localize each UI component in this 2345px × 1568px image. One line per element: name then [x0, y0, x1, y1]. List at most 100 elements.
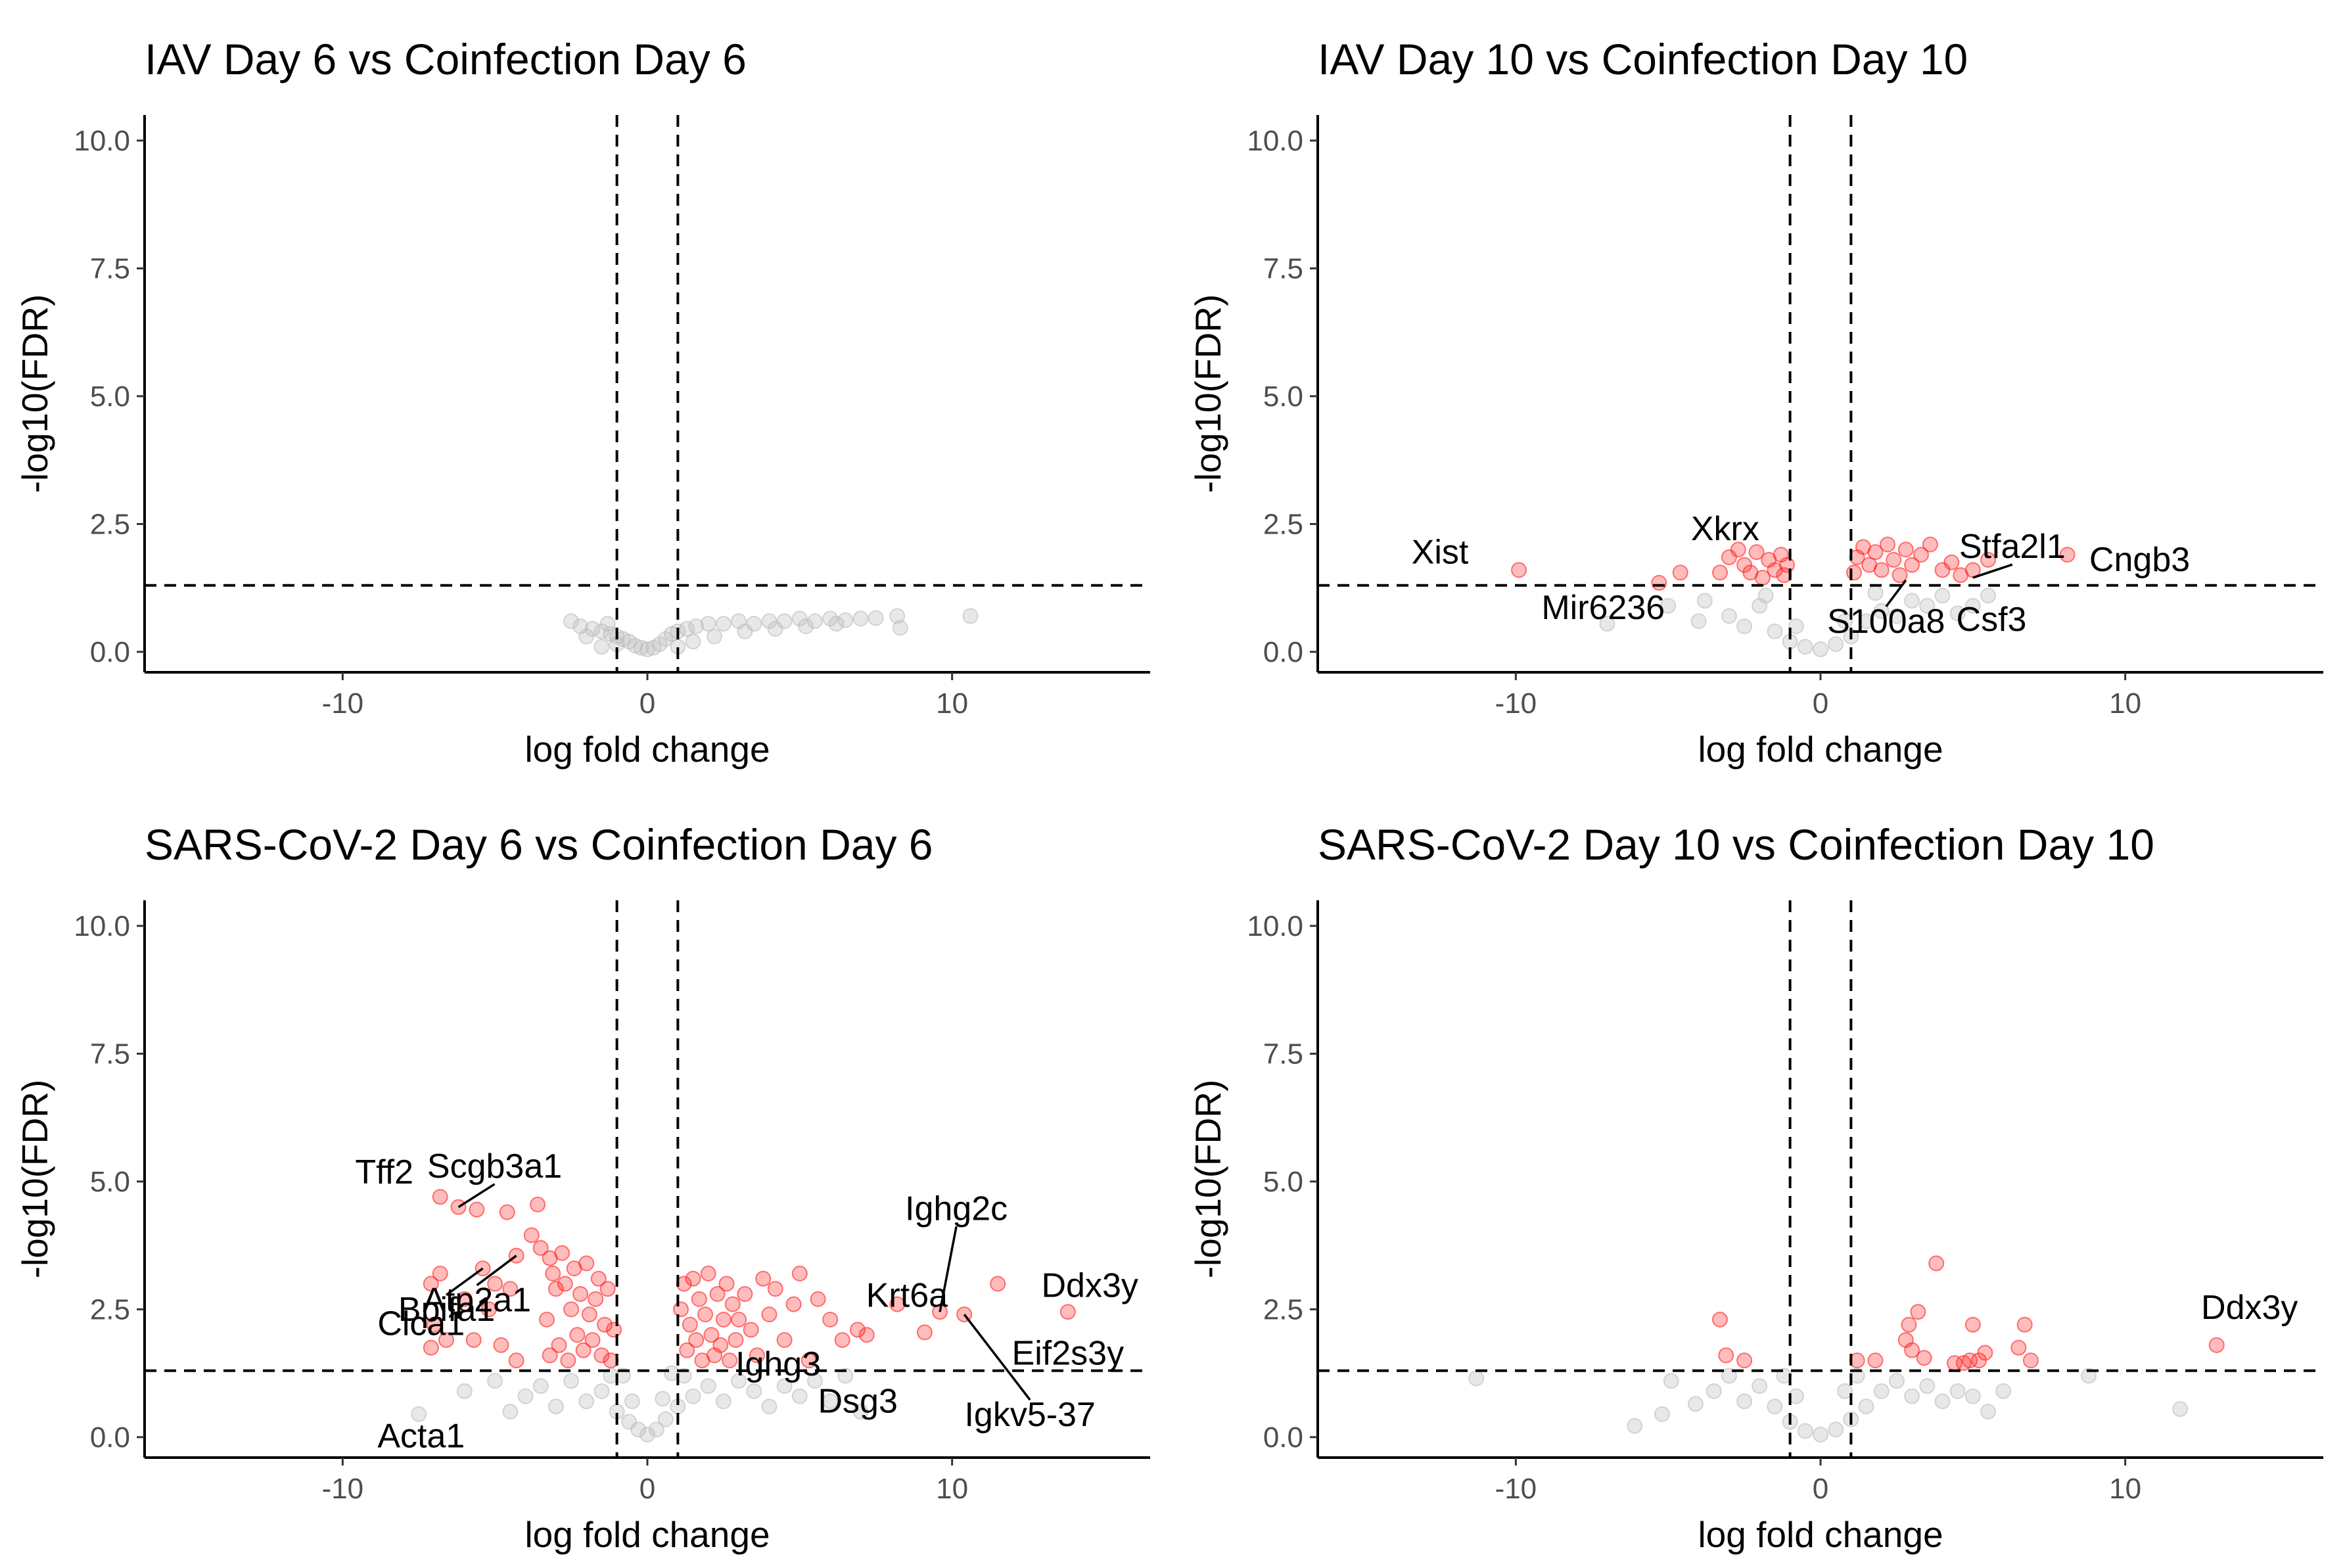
- nonsignificant-point: [593, 639, 610, 655]
- y-tick-label: 10.0: [1247, 125, 1303, 157]
- significant-point: [2010, 1339, 2027, 1356]
- x-tick-label: 10: [2109, 687, 2141, 720]
- significant-point: [785, 1296, 802, 1312]
- nonsignificant-point: [1687, 1396, 1704, 1412]
- nonsignificant-point: [1752, 1378, 1768, 1395]
- significant-point: [761, 1306, 778, 1323]
- y-axis-title: -log10(FDR): [1188, 1080, 1228, 1279]
- significant-point: [1712, 565, 1728, 581]
- nonsignificant-point: [1797, 1423, 1813, 1439]
- significant-point: [532, 1240, 549, 1257]
- significant-point: [599, 1281, 616, 1297]
- y-tick-label: 5.0: [1263, 380, 1303, 413]
- nonsignificant-point: [852, 1403, 869, 1419]
- significant-point: [1672, 565, 1688, 581]
- volcano-panel-3: SARS-CoV-2 Day 6 vs Coinfection Day 6 0.0…: [14, 820, 1150, 1555]
- significant-point: [990, 1276, 1006, 1292]
- significant-point: [1511, 562, 1527, 578]
- nonsignificant-point: [828, 616, 845, 632]
- gene-label: Eif2s3y: [1012, 1334, 1125, 1372]
- significant-point: [849, 1322, 866, 1338]
- significant-point: [560, 1352, 576, 1369]
- significant-point: [1913, 547, 1929, 563]
- nonsignificant-point: [578, 628, 595, 645]
- significant-point: [743, 1322, 759, 1338]
- x-tick-label: 10: [2109, 1473, 2141, 1505]
- significant-point: [722, 1352, 738, 1369]
- nonsignificant-point: [624, 1393, 640, 1410]
- label-leader-line: [939, 1226, 958, 1312]
- y-tick-label: 5.0: [90, 1166, 130, 1198]
- significant-point: [685, 1270, 701, 1287]
- label-leader-line: [476, 1255, 517, 1287]
- nonsignificant-point: [1797, 639, 1813, 655]
- nonsignificant-point: [1888, 1373, 1905, 1389]
- significant-point: [1779, 557, 1795, 573]
- significant-point: [1873, 562, 1890, 578]
- nonsignificant-point: [1828, 1421, 1844, 1438]
- significant-point: [688, 1332, 705, 1349]
- nonsignificant-point: [837, 612, 854, 628]
- significant-point: [508, 1352, 524, 1369]
- significant-point: [916, 1324, 933, 1341]
- x-tick-label: -10: [1495, 687, 1537, 720]
- significant-point: [542, 1347, 558, 1364]
- gene-label: Clca1: [377, 1304, 465, 1343]
- panel-title: IAV Day 6 vs Coinfection Day 6: [145, 35, 747, 83]
- nonsignificant-point: [1736, 618, 1753, 634]
- significant-point: [691, 1291, 707, 1307]
- significant-point: [834, 1332, 850, 1349]
- y-tick-label: 0.0: [1263, 1421, 1303, 1454]
- nonsignificant-point: [1599, 616, 1615, 632]
- nonsignificant-point: [679, 620, 695, 637]
- significant-point: [1886, 551, 1902, 568]
- nonsignificant-point: [1828, 636, 1844, 653]
- y-tick-label: 5.0: [90, 380, 130, 413]
- nonsignificant-point: [700, 1378, 716, 1395]
- significant-point: [1943, 554, 1960, 570]
- nonsignificant-point: [1964, 1388, 1981, 1404]
- nonsignificant-point: [456, 1383, 473, 1399]
- nonsignificant-point: [651, 636, 668, 653]
- significant-point: [697, 1306, 714, 1323]
- gene-label: Tff2: [355, 1153, 413, 1191]
- significant-point: [487, 1276, 503, 1292]
- nonsignificant-point: [657, 631, 674, 647]
- y-tick-label: 2.5: [90, 1293, 130, 1326]
- significant-point: [1910, 1304, 1926, 1320]
- nonsignificant-point: [2081, 1368, 2097, 1384]
- significant-point: [423, 1339, 439, 1356]
- significant-point: [1928, 1255, 1945, 1272]
- gene-label: Scgb3a1: [427, 1147, 562, 1186]
- significant-point: [1964, 1316, 1981, 1333]
- x-tick-label: -10: [322, 687, 364, 720]
- panel-title: SARS-CoV-2 Day 10 vs Coinfection Day 10: [1318, 820, 2154, 869]
- nonsignificant-point: [547, 1398, 564, 1415]
- significant-point: [801, 1352, 817, 1369]
- significant-point: [709, 1286, 726, 1303]
- significant-point: [551, 1337, 567, 1353]
- significant-point: [545, 1265, 561, 1281]
- significant-point: [1892, 567, 1908, 584]
- significant-point: [2059, 547, 2076, 563]
- nonsignificant-point: [627, 637, 643, 654]
- gene-label: Xkrx: [1691, 510, 1759, 548]
- nonsignificant-point: [502, 1403, 519, 1419]
- nonsignificant-point: [1837, 1383, 1853, 1399]
- nonsignificant-point: [630, 1421, 647, 1438]
- y-tick-label: 0.0: [90, 1421, 130, 1454]
- nonsignificant-point: [578, 1393, 595, 1410]
- label-leader-line: [1972, 563, 2013, 579]
- label-leader-line: [457, 1183, 496, 1209]
- nonsignificant-point: [1904, 1388, 1920, 1404]
- y-tick-label: 7.5: [90, 1038, 130, 1070]
- significant-point: [584, 1332, 601, 1349]
- nonsignificant-point: [639, 1426, 655, 1442]
- nonsignificant-point: [791, 1388, 808, 1404]
- nonsignificant-point: [1837, 613, 1853, 630]
- significant-point: [578, 1255, 595, 1272]
- significant-point: [539, 1311, 555, 1327]
- gene-label: Bpifa1: [398, 1291, 495, 1329]
- significant-point: [715, 1311, 731, 1327]
- volcano-panel-4: SARS-CoV-2 Day 10 vs Coinfection Day 10 0…: [1188, 820, 2323, 1555]
